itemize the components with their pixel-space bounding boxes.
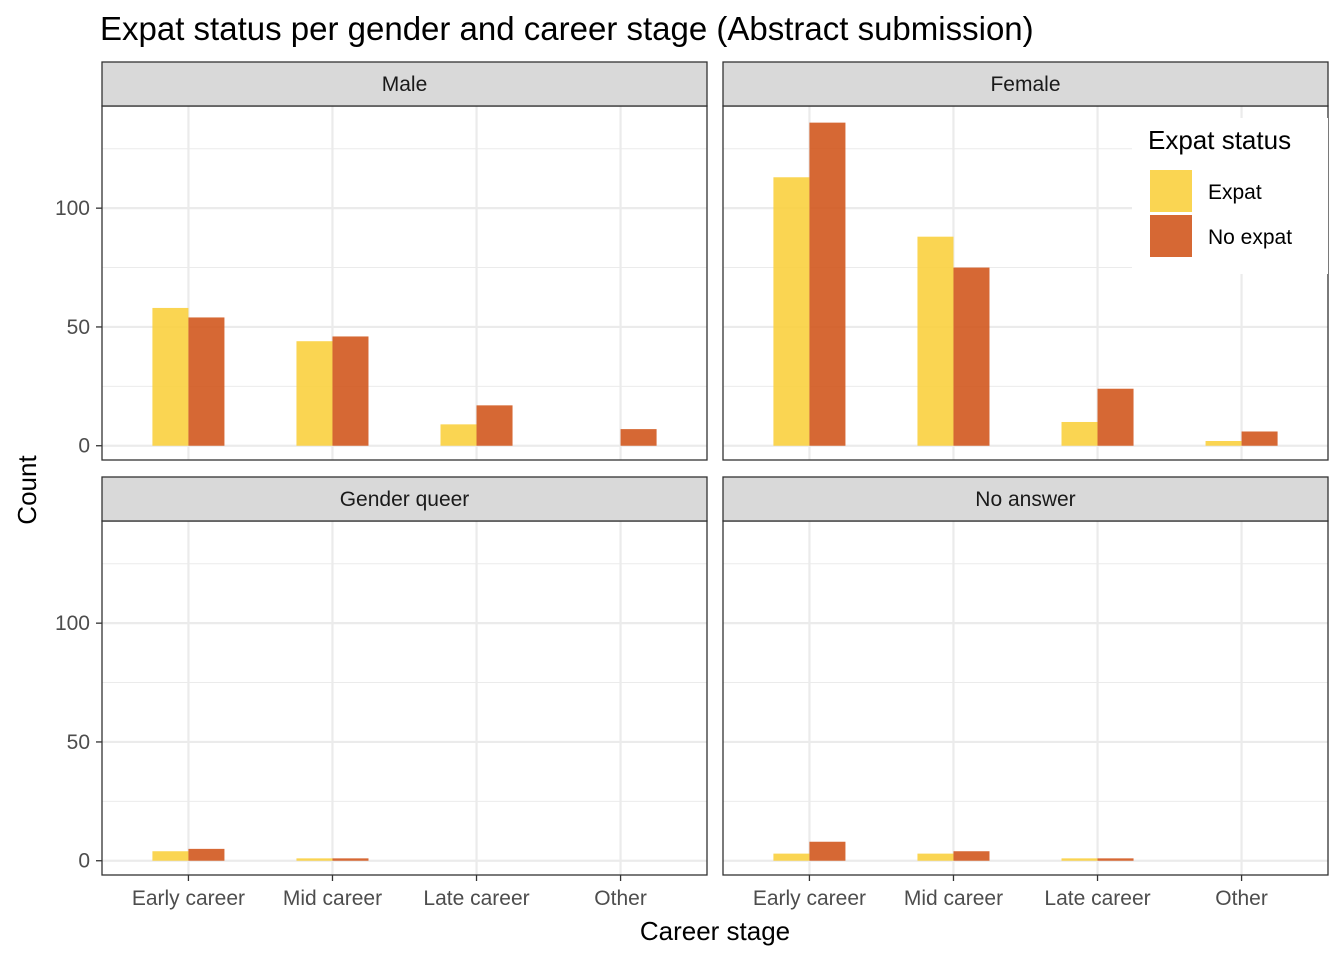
chart-title: Expat status per gender and career stage… <box>100 10 1034 47</box>
facet-panels: Male 0 50 100 Female Gender queer 0 50 100 Early … <box>55 61 1329 910</box>
y-tick-label: 50 <box>67 316 90 339</box>
panel-male: Male 0 50 100 <box>55 61 708 461</box>
bar-expat-late-career <box>1061 421 1098 446</box>
legend-label-no-expat: No expat <box>1208 226 1292 249</box>
strip-background <box>101 61 708 107</box>
x-tick-label: Mid career <box>904 887 1003 910</box>
bar-expat-early-career <box>773 177 810 446</box>
strip-background <box>722 61 1329 107</box>
y-tick-label: 100 <box>55 197 90 220</box>
strip-label: Female <box>990 73 1060 96</box>
bar-no-expat-other <box>620 429 657 446</box>
legend-title: Expat status <box>1148 125 1291 155</box>
panel-no-answer: No answer Early career Mid career Late care… <box>722 476 1329 910</box>
bar-expat-early-career <box>773 853 810 861</box>
strip-label: No answer <box>975 488 1075 511</box>
y-tick-label: 50 <box>67 731 90 754</box>
bar-expat-late-career <box>440 424 477 446</box>
strip-label: Gender queer <box>340 488 470 511</box>
panel-background <box>102 521 707 875</box>
bar-expat-early-career <box>152 851 189 861</box>
x-tick-label: Late career <box>423 887 529 910</box>
legend-key-no-expat <box>1150 215 1192 257</box>
bar-expat-other <box>1205 440 1242 446</box>
x-tick-label: Other <box>1215 887 1268 910</box>
y-tick-label: 100 <box>55 612 90 635</box>
x-tick-label: Other <box>594 887 647 910</box>
bar-expat-mid-career <box>296 858 333 861</box>
bar-no-expat-late-career <box>1097 388 1134 446</box>
bar-no-expat-early-career <box>809 841 846 861</box>
legend: Expat status Expat No expat <box>1132 118 1328 274</box>
x-axis-title: Career stage <box>640 916 790 946</box>
x-tick-label: Early career <box>753 887 866 910</box>
bar-no-expat-mid-career <box>953 267 990 446</box>
bar-no-expat-early-career <box>188 848 225 861</box>
legend-label-expat: Expat <box>1208 181 1262 204</box>
panel-gender-queer: Gender queer 0 50 100 Early career Mid career… <box>55 476 708 910</box>
strip-background <box>722 476 1329 522</box>
x-tick-label: Early career <box>132 887 245 910</box>
y-axis-title: Count <box>12 455 42 525</box>
x-tick-label: Mid career <box>283 887 382 910</box>
bar-no-expat-late-career <box>476 405 513 446</box>
bar-no-expat-late-career <box>1097 858 1134 861</box>
bar-expat-mid-career <box>917 236 954 446</box>
y-tick-label: 0 <box>78 850 90 873</box>
bar-expat-mid-career <box>296 341 333 446</box>
bar-expat-mid-career <box>917 853 954 861</box>
bar-no-expat-other <box>1241 431 1278 446</box>
bar-no-expat-mid-career <box>953 851 990 861</box>
bar-no-expat-early-career <box>188 317 225 446</box>
legend-key-expat <box>1150 170 1192 212</box>
x-tick-label: Late career <box>1044 887 1150 910</box>
bar-no-expat-early-career <box>809 122 846 446</box>
bar-expat-early-career <box>152 307 189 446</box>
strip-label: Male <box>382 73 428 96</box>
bar-expat-late-career <box>1061 858 1098 861</box>
bar-no-expat-mid-career <box>332 336 369 446</box>
y-tick-label: 0 <box>78 435 90 458</box>
strip-background <box>101 476 708 522</box>
panel-background <box>723 521 1328 875</box>
bar-no-expat-mid-career <box>332 858 369 861</box>
